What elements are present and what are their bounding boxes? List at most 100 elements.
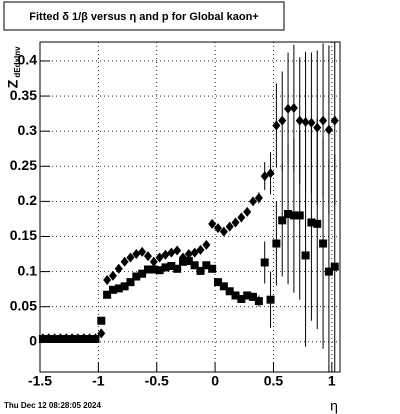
square-marker (50, 335, 59, 343)
square-marker (178, 257, 187, 266)
diamond-marker (278, 115, 287, 126)
square-marker (155, 266, 164, 275)
chart-title: Fitted δ 1/β versus η and p for Global k… (29, 11, 258, 23)
square-marker (202, 261, 211, 270)
square-marker (190, 261, 199, 270)
square-marker (173, 264, 182, 273)
footer: Thu Dec 12 08:28:05 2024 (4, 401, 101, 410)
square-marker (313, 219, 322, 228)
diamond-marker (272, 120, 281, 131)
square-marker (91, 335, 100, 343)
square-marker (167, 261, 176, 270)
y-tick-label: 0.4 (18, 52, 38, 68)
square-marker (38, 335, 47, 343)
square-marker (260, 258, 269, 267)
y-tick-label: 0.35 (10, 87, 37, 103)
diamond-marker (143, 251, 152, 262)
diamond-marker (149, 256, 158, 267)
diamond-marker (173, 245, 182, 256)
diamond-marker (208, 218, 217, 229)
square-marker (301, 251, 310, 260)
square-marker (103, 290, 112, 299)
square-marker (278, 216, 287, 225)
square-marker (249, 292, 258, 301)
x-tick-label: -1 (92, 373, 105, 389)
square-marker (319, 239, 328, 248)
square-marker (120, 282, 129, 291)
diamond-marker (120, 256, 129, 267)
square-marker (324, 267, 333, 276)
square-marker (330, 262, 339, 271)
square-marker (272, 239, 281, 248)
y-tick-label: 0 (29, 333, 37, 349)
y-tick-label: 0.15 (10, 227, 37, 243)
square-marker (132, 272, 141, 281)
diamond-marker (231, 217, 240, 228)
square-marker (68, 335, 77, 343)
diamond-marker (266, 168, 275, 179)
y-tick-label: 0.25 (10, 157, 37, 173)
diamond-marker (301, 117, 310, 128)
diamond-marker (237, 212, 246, 223)
plot-frame (39, 41, 341, 373)
square-marker (289, 211, 298, 220)
square-marker (143, 265, 152, 274)
square-marker (196, 266, 205, 275)
square-marker (138, 269, 147, 278)
y-tick-label: 0.05 (10, 297, 37, 313)
title-box (3, 1, 285, 31)
y-tick-label: 0.2 (18, 192, 38, 208)
diamond-marker (126, 252, 135, 263)
square-marker (108, 285, 117, 294)
square-marker (225, 287, 234, 296)
x-tick-label: 0.5 (264, 373, 284, 389)
diamond-marker (103, 275, 112, 286)
square-marker (97, 316, 106, 325)
diamond-marker (214, 223, 223, 234)
x-tick-label: -1.5 (28, 373, 52, 389)
diamond-marker (161, 249, 170, 260)
diamond-marker (319, 115, 328, 126)
square-marker (231, 291, 240, 300)
x-tick-label: 1 (328, 373, 336, 389)
square-marker (149, 265, 158, 274)
y-axis-title: Z (5, 79, 21, 88)
square-marker (266, 295, 275, 304)
square-marker (237, 294, 246, 303)
diamond-marker (284, 103, 293, 114)
square-marker (85, 335, 94, 343)
diamond-marker (225, 221, 234, 232)
square-marker (114, 284, 123, 293)
diamond-marker (243, 206, 252, 217)
x-tick-label: 0 (211, 373, 219, 389)
diamond-marker (108, 270, 117, 281)
square-marker (184, 257, 193, 266)
diamond-marker (295, 115, 304, 126)
square-marker (44, 335, 53, 343)
square-marker (79, 335, 88, 343)
y-tick-label: 0.3 (18, 122, 38, 138)
diamond-marker (219, 226, 228, 237)
diamond-marker (289, 103, 298, 113)
diamond-marker (254, 192, 263, 203)
y-tick-label: 0.1 (18, 262, 38, 278)
square-marker (56, 335, 65, 343)
diamond-marker (184, 249, 193, 260)
diamond-marker (132, 249, 141, 260)
square-marker (62, 335, 71, 343)
square-marker (161, 263, 170, 272)
diamond-marker (155, 252, 164, 263)
square-marker (243, 291, 252, 300)
diamond-marker (307, 117, 316, 128)
square-marker (254, 297, 263, 306)
diamond-marker (330, 115, 339, 126)
square-marker (295, 211, 304, 220)
x-axis-title: η (330, 398, 338, 414)
square-marker (73, 335, 82, 343)
y-axis-title-sub: dEdxInv (13, 46, 22, 78)
square-marker (126, 278, 135, 287)
diamond-marker (196, 244, 205, 255)
square-marker (284, 210, 293, 219)
diamond-marker (249, 196, 258, 207)
